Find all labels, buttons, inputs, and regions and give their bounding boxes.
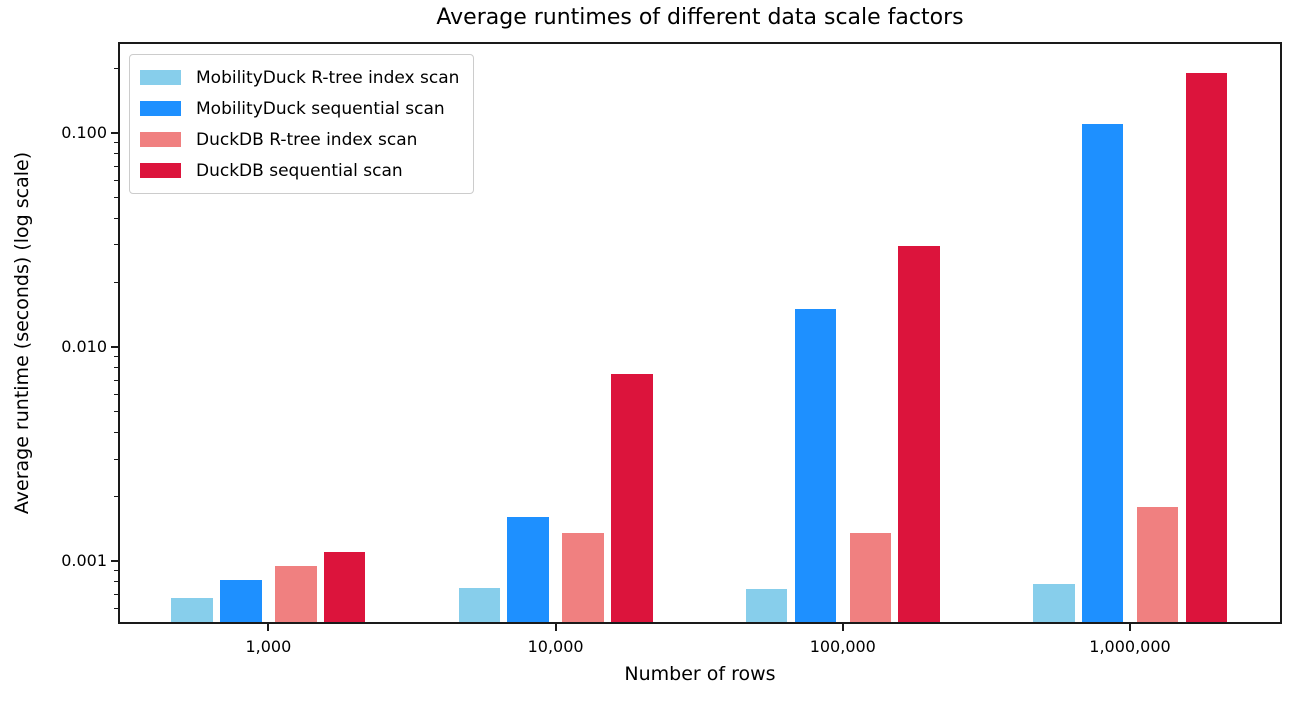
y-tick-minor [114, 458, 118, 460]
y-tick-minor [114, 179, 118, 181]
y-axis-label: Average runtime (seconds) (log scale) [11, 151, 33, 515]
bar-mobilityduck-sequential-scan [1081, 124, 1124, 622]
x-tick-major [267, 624, 270, 631]
y-tick-major [111, 560, 118, 563]
legend-item: MobilityDuck sequential scan [140, 93, 459, 124]
legend-swatch [140, 163, 181, 178]
bar-mobilityduck-r-tree-index-scan [745, 589, 788, 622]
legend-label: MobilityDuck sequential scan [196, 98, 445, 119]
x-tick-label: 1,000 [245, 637, 292, 656]
bar-mobilityduck-sequential-scan [507, 517, 549, 622]
legend-label: DuckDB R-tree index scan [196, 129, 418, 150]
x-tick-major [554, 624, 557, 631]
legend-swatch [140, 70, 181, 85]
y-tick-minor [114, 431, 118, 433]
y-tick-minor [114, 153, 118, 155]
x-tick-label: 1,000,000 [1089, 637, 1171, 656]
y-tick-minor [114, 394, 118, 396]
bar-duckdb-r-tree-index-scan [1136, 506, 1179, 622]
y-tick-label: 0.100 [61, 122, 107, 142]
bar-mobilityduck-r-tree-index-scan [458, 587, 501, 622]
bar-duckdb-r-tree-index-scan [849, 532, 892, 622]
y-tick-label: 0.001 [61, 551, 107, 571]
y-tick-minor [114, 217, 118, 219]
legend-label: DuckDB sequential scan [196, 160, 403, 181]
y-tick-major [111, 131, 118, 134]
y-tick-minor [114, 581, 118, 583]
chart-title: Average runtimes of different data scale… [436, 5, 964, 30]
legend-item: DuckDB sequential scan [140, 155, 459, 186]
legend: MobilityDuck R-tree index scan MobilityDu… [129, 54, 475, 194]
legend-swatch [140, 101, 181, 116]
bar-duckdb-sequential-scan [323, 552, 366, 622]
legend-swatch [140, 132, 181, 147]
bar-mobilityduck-sequential-scan [794, 309, 837, 622]
bar-mobilityduck-sequential-scan [220, 579, 262, 622]
y-tick-minor [114, 142, 118, 144]
y-tick-label: 0.010 [61, 337, 107, 357]
y-tick-minor [114, 196, 118, 198]
y-tick-minor [114, 282, 118, 284]
x-tick-label: 10,000 [527, 637, 584, 656]
y-tick-minor [114, 367, 118, 369]
x-tick-label: 100,000 [809, 637, 876, 656]
y-tick-minor [114, 608, 118, 610]
bar-mobilityduck-r-tree-index-scan [171, 598, 213, 622]
y-tick-minor [114, 410, 118, 412]
bar-duckdb-sequential-scan [898, 246, 940, 622]
bar-duckdb-sequential-scan [611, 373, 653, 622]
x-tick-major [841, 624, 844, 631]
y-tick-major [111, 346, 118, 349]
y-tick-minor [114, 165, 118, 167]
y-tick-minor [114, 379, 118, 381]
legend-item: MobilityDuck R-tree index scan [140, 62, 459, 93]
y-tick-minor [114, 593, 118, 595]
legend-label: MobilityDuck R-tree index scan [196, 67, 460, 88]
bar-duckdb-sequential-scan [1185, 73, 1227, 622]
bar-duckdb-r-tree-index-scan [275, 565, 317, 622]
bar-duckdb-r-tree-index-scan [562, 533, 604, 622]
y-tick-minor [114, 67, 118, 69]
legend-item: DuckDB R-tree index scan [140, 124, 459, 155]
bar-mobilityduck-r-tree-index-scan [1033, 584, 1075, 622]
x-tick-major [1129, 624, 1131, 631]
y-tick-minor [114, 244, 118, 246]
x-axis-label: Number of rows [624, 663, 776, 685]
y-tick-minor [114, 570, 118, 572]
y-tick-minor [114, 496, 118, 498]
y-tick-minor [114, 356, 118, 358]
